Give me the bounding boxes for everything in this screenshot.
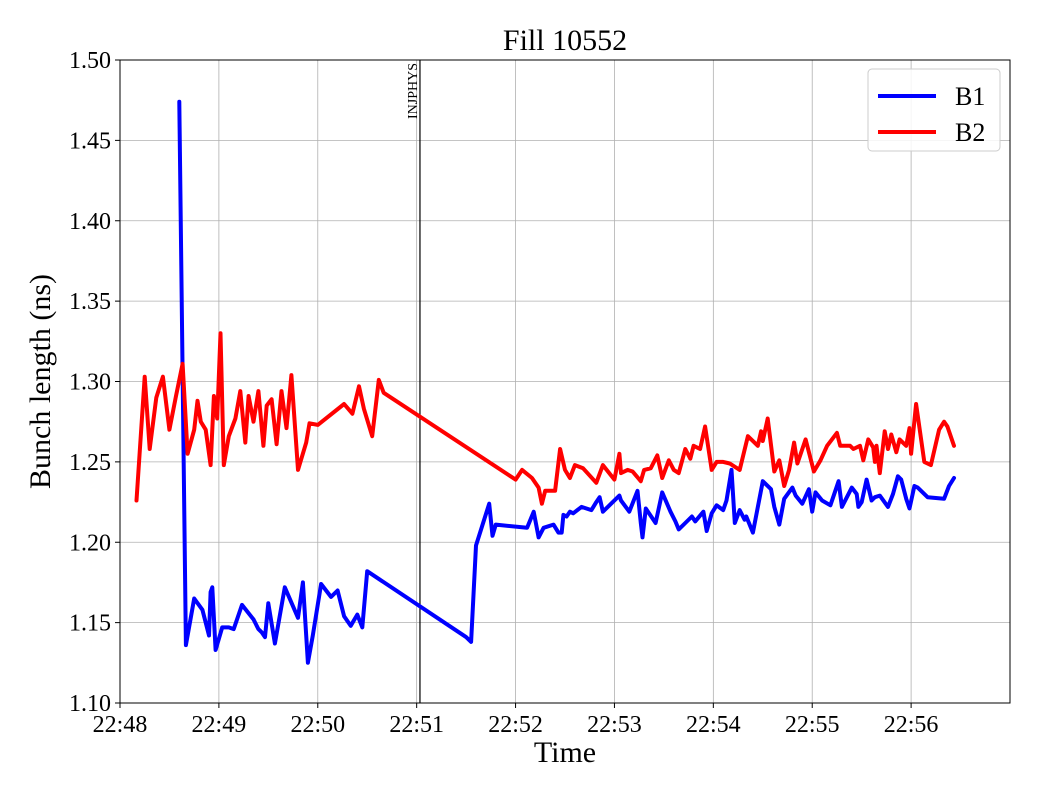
legend-label-b1: B1 xyxy=(955,82,985,111)
x-tick-label: 22:56 xyxy=(884,712,939,738)
x-tick-label: 22:52 xyxy=(488,712,543,738)
y-tick-label: 1.25 xyxy=(69,450,111,476)
legend-label-b2: B2 xyxy=(955,118,985,147)
x-axis-label: Time xyxy=(534,736,596,769)
y-tick-label: 1.10 xyxy=(69,691,111,717)
y-tick-label: 1.30 xyxy=(69,370,111,396)
x-tick-label: 22:51 xyxy=(389,712,444,738)
y-tick-label: 1.20 xyxy=(69,530,111,556)
y-tick-label: 1.45 xyxy=(69,128,111,154)
x-tick-label: 22:50 xyxy=(290,712,345,738)
series-line-b2 xyxy=(134,331,956,506)
axis-ticks: 22:48 22:49 22:50 22:51 22:52 22:53 22:54 22:55… xyxy=(69,48,938,738)
x-tick-label: 22:55 xyxy=(785,712,840,738)
x-tick-label: 22:48 xyxy=(93,712,148,738)
chart-title: Fill 10552 xyxy=(503,24,627,57)
annotations: INJPHYS xyxy=(406,60,421,703)
y-tick-label: 1.50 xyxy=(69,48,111,74)
x-tick-label: 22:54 xyxy=(686,712,741,738)
y-tick-label: 1.15 xyxy=(69,611,111,637)
y-axis-label: Bunch length (ns) xyxy=(24,274,57,489)
x-tick-label: 22:49 xyxy=(192,712,247,738)
injphys-marker-label: INJPHYS xyxy=(406,63,421,119)
x-tick-label: 22:53 xyxy=(587,712,642,738)
series xyxy=(134,99,956,665)
y-tick-label: 1.40 xyxy=(69,209,111,235)
series-line-b1 xyxy=(177,99,956,665)
y-tick-label: 1.35 xyxy=(69,289,111,315)
